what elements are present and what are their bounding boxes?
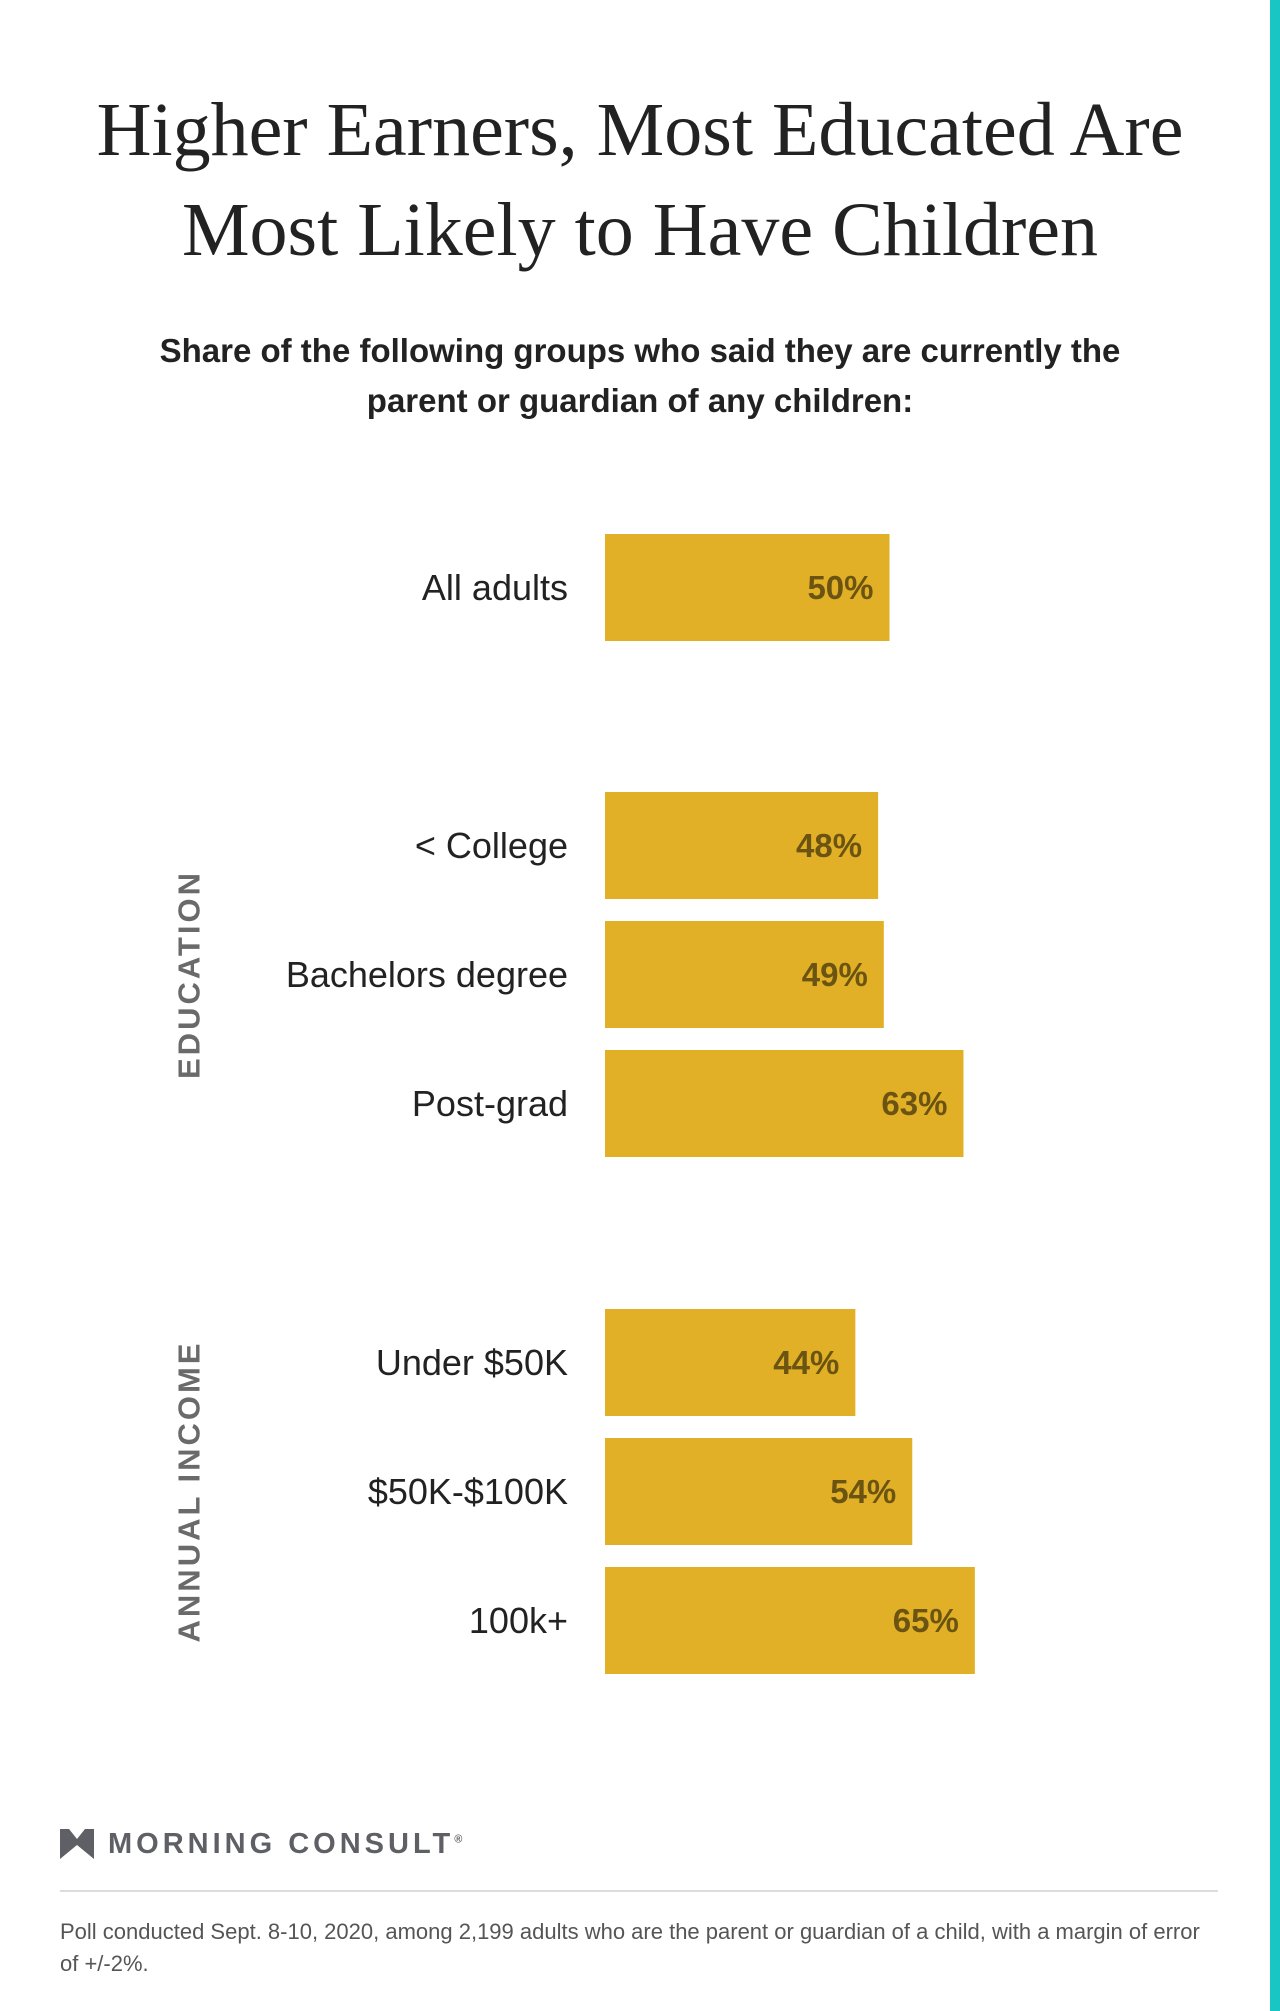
- footer-divider: [60, 1890, 1218, 1892]
- category-label: $50K-$100K: [368, 1471, 568, 1512]
- bar: [605, 534, 890, 641]
- category-label: < College: [415, 825, 568, 866]
- brand-name: MORNING CONSULT®: [108, 1827, 467, 1860]
- bar-value-label: 65%: [893, 1602, 959, 1639]
- bar-value-label: 63%: [881, 1085, 947, 1122]
- bar-value-label: 54%: [830, 1473, 896, 1510]
- bar-value-label: 48%: [796, 827, 862, 864]
- group-label: EDUCATION: [172, 870, 207, 1079]
- bar-value-label: 44%: [773, 1344, 839, 1381]
- chart-subtitle: Share of the following groups who said t…: [159, 332, 1121, 419]
- bar: [605, 792, 879, 899]
- bar: [605, 1438, 913, 1545]
- category-label: All adults: [422, 567, 568, 608]
- morning-consult-logo-icon: [60, 1829, 94, 1859]
- bar: [605, 1567, 975, 1674]
- bar-chart: 50% All adults 48% < College 49% Bachelors de…: [172, 534, 975, 1674]
- bar: [605, 1309, 856, 1416]
- category-label: Bachelors degree: [286, 954, 568, 995]
- accent-strip: [1270, 0, 1280, 2011]
- brand-logo: MORNING CONSULT®: [60, 1824, 466, 1864]
- chart-title: Higher Earners, Most Educated Are Most L…: [96, 88, 1184, 272]
- group-label: ANNUAL INCOME: [172, 1341, 207, 1643]
- bar: [605, 921, 884, 1028]
- category-label: 100k+: [469, 1600, 568, 1641]
- category-label: Under $50K: [376, 1342, 568, 1383]
- category-label: Post-grad: [412, 1083, 568, 1124]
- bar-value-label: 49%: [802, 956, 868, 993]
- bar-value-label: 50%: [807, 569, 873, 606]
- registered-mark: ®: [454, 1832, 467, 1845]
- bar: [605, 1050, 964, 1157]
- footnote: Poll conducted Sept. 8-10, 2020, among 2…: [60, 1919, 1200, 1976]
